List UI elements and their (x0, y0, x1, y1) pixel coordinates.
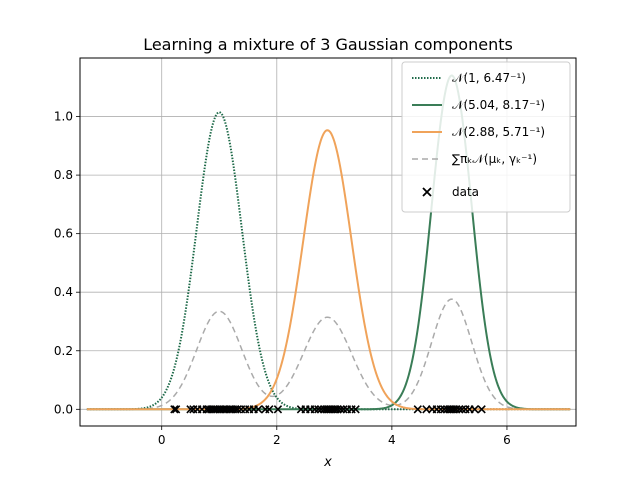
series-line-2 (86, 129, 571, 411)
x-tick-label: 0 (158, 433, 166, 447)
y-tick-label: 0.8 (54, 168, 73, 182)
x-tick-label: 6 (503, 433, 511, 447)
data-point (336, 405, 345, 414)
data-point (436, 405, 445, 414)
series-line-3 (86, 298, 571, 411)
legend-box (401, 61, 571, 213)
y-tick-label: 0.0 (54, 402, 73, 416)
data-point (413, 405, 422, 414)
y-tick-label: 0.4 (54, 285, 73, 299)
legend-label-0: 𝒩(1, 6.47⁻¹) (452, 71, 526, 85)
chart-title: Learning a mixture of 3 Gaussian compone… (143, 35, 513, 54)
legend-label-2: 𝒩(2.88, 5.71⁻¹) (452, 125, 545, 139)
data-markers (170, 405, 486, 414)
y-tick-label: 0.2 (54, 344, 73, 358)
data-point (265, 405, 274, 414)
data-point (170, 405, 179, 414)
legend: 𝒩(1, 6.47⁻¹) 𝒩(5.04, 8.17⁻¹) 𝒩(2.88, 5.71⁻… (401, 61, 571, 213)
data-point (171, 405, 181, 414)
data-point (186, 405, 195, 414)
data-point (455, 405, 464, 414)
y-tick-label: 1.0 (54, 110, 73, 124)
legend-label-1: 𝒩(5.04, 8.17⁻¹) (452, 98, 545, 112)
x-tick-label: 2 (273, 433, 281, 447)
y-tick-label: 0.6 (54, 227, 73, 241)
data-point (351, 405, 360, 414)
data-point (273, 405, 283, 414)
legend-marker-data (422, 187, 432, 197)
data-point (470, 405, 479, 414)
legend-label-4: data (452, 185, 479, 199)
x-tick-label: 4 (388, 433, 396, 447)
data-point (254, 405, 263, 414)
data-point (339, 405, 348, 414)
data-point (310, 405, 319, 414)
x-axis-ticks: 0 2 4 6 (158, 426, 511, 447)
legend-label-3: ∑πₖ𝒩(μₖ, γₖ⁻¹) (452, 152, 537, 166)
x-axis-label: x (323, 455, 332, 470)
data-point (457, 405, 467, 414)
data-point (477, 405, 486, 414)
plot-frame (79, 57, 577, 427)
data-point (233, 405, 242, 414)
y-axis-ticks: 0.0 0.2 0.4 0.6 0.8 1.0 (54, 110, 80, 416)
